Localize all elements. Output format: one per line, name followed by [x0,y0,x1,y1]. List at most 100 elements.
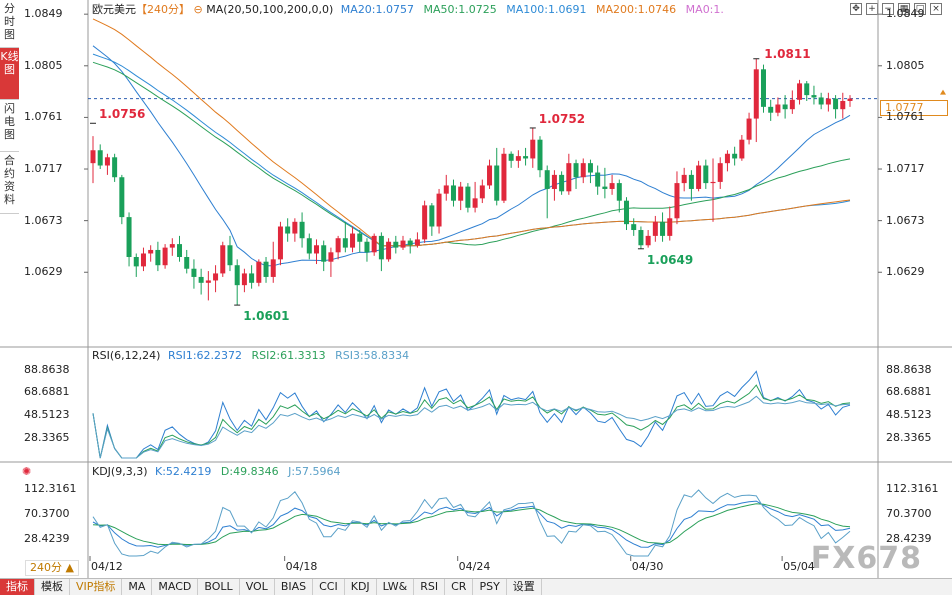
candle-body [537,139,543,171]
indicator-tab[interactable]: LW& [377,579,415,595]
candle-body [119,177,125,218]
candle-body [494,165,500,201]
ma50-value: MA50:1.0725 [423,3,497,16]
candle-body [292,221,298,234]
period-label: 【240分】 [136,3,190,16]
candle-body [609,183,615,189]
period-selector[interactable]: 240分 ▲ [25,560,79,576]
candle-body [234,265,240,286]
price-axis-label-left: 1.0717 [24,162,63,176]
candle-body [328,252,334,262]
candle-body [566,163,572,192]
grid-icon[interactable]: ▦ [898,3,910,15]
indicator-tab[interactable]: 指标 [0,579,35,595]
d-value: D:49.8346 [220,465,279,478]
candle-body [205,280,211,283]
zoom-out-icon[interactable]: − [882,3,894,15]
candle-body [213,273,219,281]
price-axis-label-left: 1.0673 [24,213,63,227]
candle-body [847,98,853,101]
settings-icon[interactable]: ⊖ [193,3,203,16]
crosshair-icon[interactable]: ✥ [850,3,862,15]
candle-body [616,183,622,201]
indicator-tab[interactable]: RSI [414,579,446,595]
current-price-marker [940,89,946,95]
tab-contract-info[interactable]: 合约资料 [0,152,19,214]
tab-timeshare[interactable]: 分时图 [0,0,19,48]
candle-body [739,139,745,159]
candle-body [768,106,774,113]
ma200-line [92,18,851,247]
candle-body [241,273,247,286]
candle-body [148,249,154,254]
indicator-tab[interactable]: 设置 [507,579,542,595]
candle-body [530,139,536,159]
candle-body [753,69,759,119]
d-line [92,503,851,546]
indicator-tab[interactable]: BIAS [275,579,314,595]
kdj-header: KDJ(9,3,3) K:52.4219 D:49.8346 J:57.5964 [92,465,341,479]
candle-body [559,174,565,192]
indicator-tab[interactable]: VIP指标 [70,579,123,595]
candle-body [306,238,312,254]
candle-body [162,247,168,266]
candle-body [256,261,262,283]
candle-body [573,163,579,178]
rsi-axis-label-left: 48.5123 [24,408,70,421]
kdj-axis-label-left: 70.3700 [24,506,70,520]
extreme-label: 1.0756 [99,107,146,122]
kdj-name: KDJ(9,3,3) [92,465,148,478]
indicator-tab[interactable]: CR [445,579,474,595]
candle-body [587,163,593,173]
candle-body [724,153,730,164]
kdj-axis-label-left: 28.4239 [24,531,70,545]
candle-body [833,98,839,110]
kdj-settings-icon[interactable]: ✺ [22,465,32,478]
candle-body [638,230,644,246]
rsi-axis-label-left: 68.6881 [24,385,70,399]
indicator-tab[interactable]: MA [122,579,153,595]
candle-body [688,174,694,189]
kdj-axis-label-left: 112.3161 [24,481,77,495]
rsi-axis-label-left: 28.3365 [24,430,70,444]
maximize-icon[interactable]: □ [914,3,926,15]
candle-body [501,153,507,201]
candle-body [140,253,146,267]
indicator-tab[interactable]: VOL [240,579,275,595]
candle-body [595,172,601,187]
candle-body [371,235,377,253]
price-axis-label-right: 1.0629 [886,265,925,279]
candle-body [285,226,291,234]
rsi6-line [92,370,851,459]
price-axis-label-right: 1.0761 [886,110,925,124]
candle-body [652,221,658,236]
candle-body [775,104,781,113]
candle-body [443,185,449,194]
indicator-tab[interactable]: KDJ [345,579,377,595]
candle-body [169,244,175,248]
candle-body [104,157,110,166]
indicator-tab[interactable]: BOLL [198,579,240,595]
close-icon[interactable]: × [930,3,942,15]
candle-body [804,83,810,96]
indicator-tab[interactable]: 模板 [35,579,70,595]
tab-kline[interactable]: K线图 [0,48,19,100]
candle-body [400,240,406,248]
extreme-label: 1.0811 [764,46,811,61]
ma200-value: MA200:1.0746 [595,3,677,16]
tab-flash[interactable]: 闪电图 [0,100,19,152]
indicator-tab[interactable]: MACD [152,579,199,595]
indicator-tab[interactable]: PSY [473,579,507,595]
candle-body [782,104,788,110]
candle-body [703,165,709,184]
candle-body [760,69,766,107]
candle-body [746,118,752,140]
date-label: 04/18 [285,560,318,573]
k-value: K:52.4219 [155,465,212,478]
indicator-tab[interactable]: CCI [313,579,345,595]
main-header: 欧元美元【240分】 ⊖ MA(20,50,100,200,0,0) MA20:… [92,3,724,17]
candle-body [825,98,831,105]
candle-body [191,268,197,277]
